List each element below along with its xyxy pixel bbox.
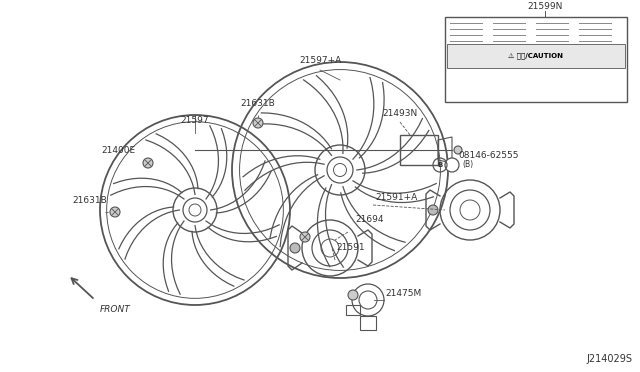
Circle shape bbox=[428, 205, 438, 215]
Text: 21493N: 21493N bbox=[382, 109, 418, 118]
Circle shape bbox=[290, 243, 300, 253]
Text: FRONT: FRONT bbox=[100, 305, 131, 314]
Text: B: B bbox=[437, 162, 443, 168]
Text: 21631B: 21631B bbox=[72, 196, 108, 205]
Text: 21631B: 21631B bbox=[241, 99, 275, 108]
FancyArrowPatch shape bbox=[72, 278, 93, 298]
Bar bbox=[400, 135, 438, 165]
Text: 21597+A: 21597+A bbox=[299, 56, 341, 65]
Text: 21591: 21591 bbox=[336, 243, 365, 252]
Bar bbox=[447, 44, 625, 68]
Bar bbox=[360, 316, 376, 330]
Text: 08146-62555: 08146-62555 bbox=[458, 151, 518, 160]
Circle shape bbox=[110, 207, 120, 217]
Circle shape bbox=[300, 232, 310, 242]
Text: (B): (B) bbox=[462, 160, 473, 170]
Text: 21599N: 21599N bbox=[527, 2, 563, 11]
Text: 21400E: 21400E bbox=[101, 146, 135, 155]
Text: 21475M: 21475M bbox=[385, 289, 421, 298]
Circle shape bbox=[454, 146, 462, 154]
Text: J214029S: J214029S bbox=[586, 354, 632, 364]
Text: 21591+A: 21591+A bbox=[375, 193, 417, 202]
Text: 21694: 21694 bbox=[355, 215, 383, 224]
Text: ⚠ 注意/CAUTION: ⚠ 注意/CAUTION bbox=[509, 53, 563, 60]
Circle shape bbox=[445, 158, 459, 172]
Bar bbox=[445, 17, 627, 102]
Circle shape bbox=[348, 290, 358, 300]
Bar bbox=[346, 305, 360, 315]
Circle shape bbox=[253, 118, 263, 128]
Text: 21597: 21597 bbox=[180, 116, 209, 125]
Circle shape bbox=[143, 158, 153, 168]
